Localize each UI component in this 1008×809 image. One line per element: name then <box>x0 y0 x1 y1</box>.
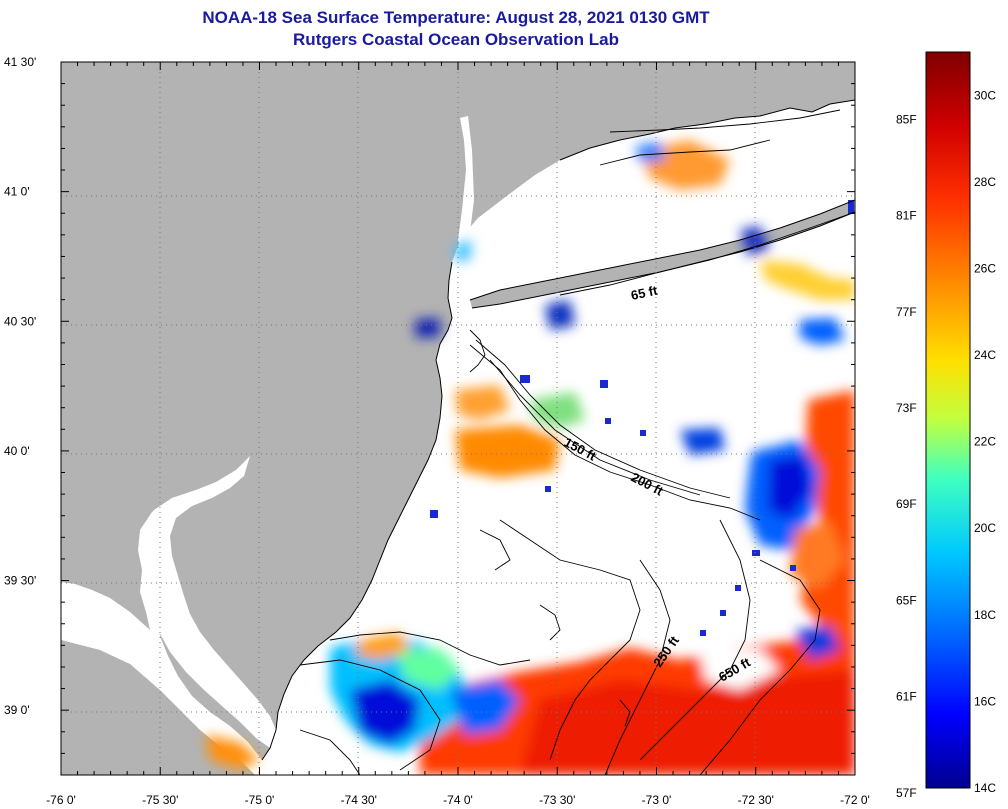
fahrenheit-label: 65F <box>896 593 917 607</box>
celsius-label: 16C <box>974 694 996 708</box>
celsius-label: 14C <box>974 781 996 795</box>
lon-label: -75 30' <box>142 793 178 807</box>
fahrenheit-label: 85F <box>896 112 917 126</box>
celsius-label: 24C <box>974 348 996 362</box>
celsius-label: 18C <box>974 608 996 622</box>
fahrenheit-label: 57F <box>896 786 917 800</box>
celsius-label: 30C <box>974 88 996 102</box>
lat-label: 40 30' <box>4 314 36 328</box>
map-subtitle: Rutgers Coastal Ocean Observation Lab <box>293 30 619 49</box>
fahrenheit-label: 73F <box>896 401 917 415</box>
lon-label: -73 0' <box>642 793 672 807</box>
celsius-label: 28C <box>974 175 996 189</box>
depth-contours <box>299 109 855 775</box>
lat-label: 40 0' <box>4 444 30 458</box>
lat-label: 39 30' <box>4 574 36 588</box>
celsius-label: 20C <box>974 521 996 535</box>
celsius-label: 22C <box>974 435 996 449</box>
lon-label: -75 0' <box>245 793 275 807</box>
colorbar: 85F 81F 77F 73F 69F 65F 61F 57F 30C 28C 26C 24C 22C… <box>896 51 996 800</box>
lat-label: 39 0' <box>4 703 30 717</box>
lat-label: 41 30' <box>4 55 36 69</box>
map-title: NOAA-18 Sea Surface Temperature: August … <box>202 8 710 27</box>
lon-label: -72 30' <box>738 793 774 807</box>
celsius-label: 26C <box>974 261 996 275</box>
sst-patches <box>205 140 855 775</box>
latitude-labels: 41 30' 41 0' 40 30' 40 0' 39 30' 39 0' <box>4 55 36 717</box>
axis-ticks <box>60 61 856 776</box>
delaware-river <box>140 456 276 748</box>
longitude-labels: -76 0' -75 30' -75 0' -74 30' -74 0' -73 30' -… <box>46 793 870 807</box>
coastline <box>261 99 855 761</box>
fahrenheit-label: 81F <box>896 209 917 223</box>
contour-label: 65 ft <box>630 283 660 303</box>
lon-label: -74 0' <box>443 793 473 807</box>
fahrenheit-label: 69F <box>896 497 917 511</box>
lon-label: -72 0' <box>840 793 870 807</box>
lon-label: -73 30' <box>539 793 575 807</box>
lon-label: -74 30' <box>341 793 377 807</box>
fahrenheit-label: 61F <box>896 690 917 704</box>
lat-label: 41 0' <box>4 185 30 199</box>
fahrenheit-label: 77F <box>896 305 917 319</box>
lon-label: -76 0' <box>46 793 76 807</box>
